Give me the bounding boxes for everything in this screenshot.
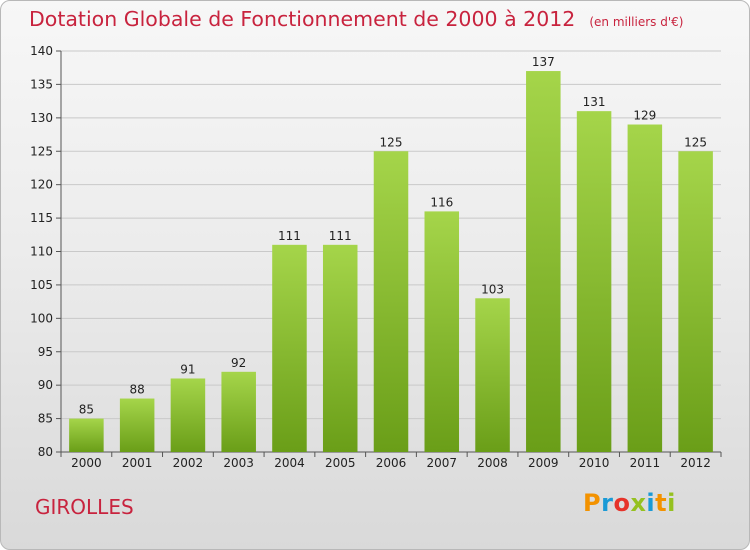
bar-value-label: 103 [481, 282, 504, 296]
y-tick-label: 120 [30, 178, 53, 192]
bar-2003[interactable] [221, 371, 256, 452]
bar-value-label: 131 [583, 95, 606, 109]
bar-value-label: 91 [180, 362, 195, 376]
x-tick-label: 2007 [426, 456, 457, 470]
y-tick-label: 95 [38, 345, 53, 359]
bar-value-label: 111 [278, 229, 301, 243]
bar-2011[interactable] [627, 124, 663, 453]
logo-letter: o [613, 489, 631, 517]
y-tick-label: 135 [30, 77, 53, 91]
logo-letter: t [655, 489, 668, 517]
y-tick-label: 115 [30, 211, 53, 225]
y-tick-label: 125 [30, 144, 53, 158]
chart-title-block: Dotation Globale de Fonctionnement de 20… [29, 7, 683, 31]
logo-letter: x [630, 489, 647, 517]
y-tick-label: 140 [30, 44, 53, 58]
bar-2001[interactable] [119, 398, 155, 452]
bar-value-label: 92 [231, 356, 246, 370]
x-tick-label: 2011 [630, 456, 661, 470]
proxiti-logo[interactable]: Proxiti [583, 489, 676, 517]
bar-value-label: 125 [684, 135, 707, 149]
x-tick-label: 2010 [579, 456, 610, 470]
y-tick-label: 130 [30, 111, 53, 125]
y-tick-label: 85 [38, 412, 53, 426]
bar-2012[interactable] [678, 151, 713, 452]
bar-value-label: 111 [329, 229, 352, 243]
commune-name: GIROLLES [35, 495, 134, 519]
x-tick-label: 2005 [325, 456, 356, 470]
bar-2005[interactable] [322, 244, 358, 452]
bar-2008[interactable] [475, 298, 510, 452]
bar-value-label: 85 [79, 403, 94, 417]
bar-2009[interactable] [526, 71, 561, 453]
x-tick-label: 2000 [71, 456, 102, 470]
chart-title: Dotation Globale de Fonctionnement de 20… [29, 7, 576, 31]
bar-2002[interactable] [170, 378, 206, 452]
logo-letter: r [601, 489, 614, 517]
bar-value-label: 129 [633, 109, 656, 123]
bar-value-label: 137 [532, 55, 555, 69]
y-tick-label: 100 [30, 311, 53, 325]
bar-value-label: 125 [380, 135, 403, 149]
bar-2004[interactable] [272, 244, 307, 452]
y-tick-label: 90 [38, 378, 53, 392]
y-tick-label: 110 [30, 245, 53, 259]
x-tick-label: 2001 [122, 456, 153, 470]
x-tick-label: 2002 [173, 456, 204, 470]
bar-2000[interactable] [69, 418, 104, 452]
x-tick-label: 2003 [223, 456, 254, 470]
bar-2010[interactable] [576, 111, 612, 453]
bar-value-label: 88 [130, 383, 145, 397]
logo-letter: P [583, 489, 602, 517]
y-tick-label: 80 [38, 445, 53, 459]
chart-unit: (en milliers d'€) [589, 15, 684, 29]
axis-layer: 80 85 90 95 100 105 110 115 120 125 130 135 140 [30, 44, 722, 459]
y-tick-label: 105 [30, 278, 53, 292]
x-tick-label: 2006 [376, 456, 407, 470]
bar-2007[interactable] [424, 211, 460, 452]
bar-2006[interactable] [373, 151, 409, 452]
x-tick-label: 2012 [680, 456, 711, 470]
x-tick-label: 2008 [477, 456, 508, 470]
x-tick-label: 2009 [528, 456, 559, 470]
logo-letter: i [646, 489, 656, 517]
label-layer: 85 2000 88 2001 91 2002 92 2003 111 2004 111 2005 12… [71, 55, 711, 470]
logo-letter: i [667, 489, 676, 517]
x-tick-label: 2004 [274, 456, 305, 470]
bar-layer [69, 71, 713, 453]
bar-value-label: 116 [430, 195, 453, 209]
